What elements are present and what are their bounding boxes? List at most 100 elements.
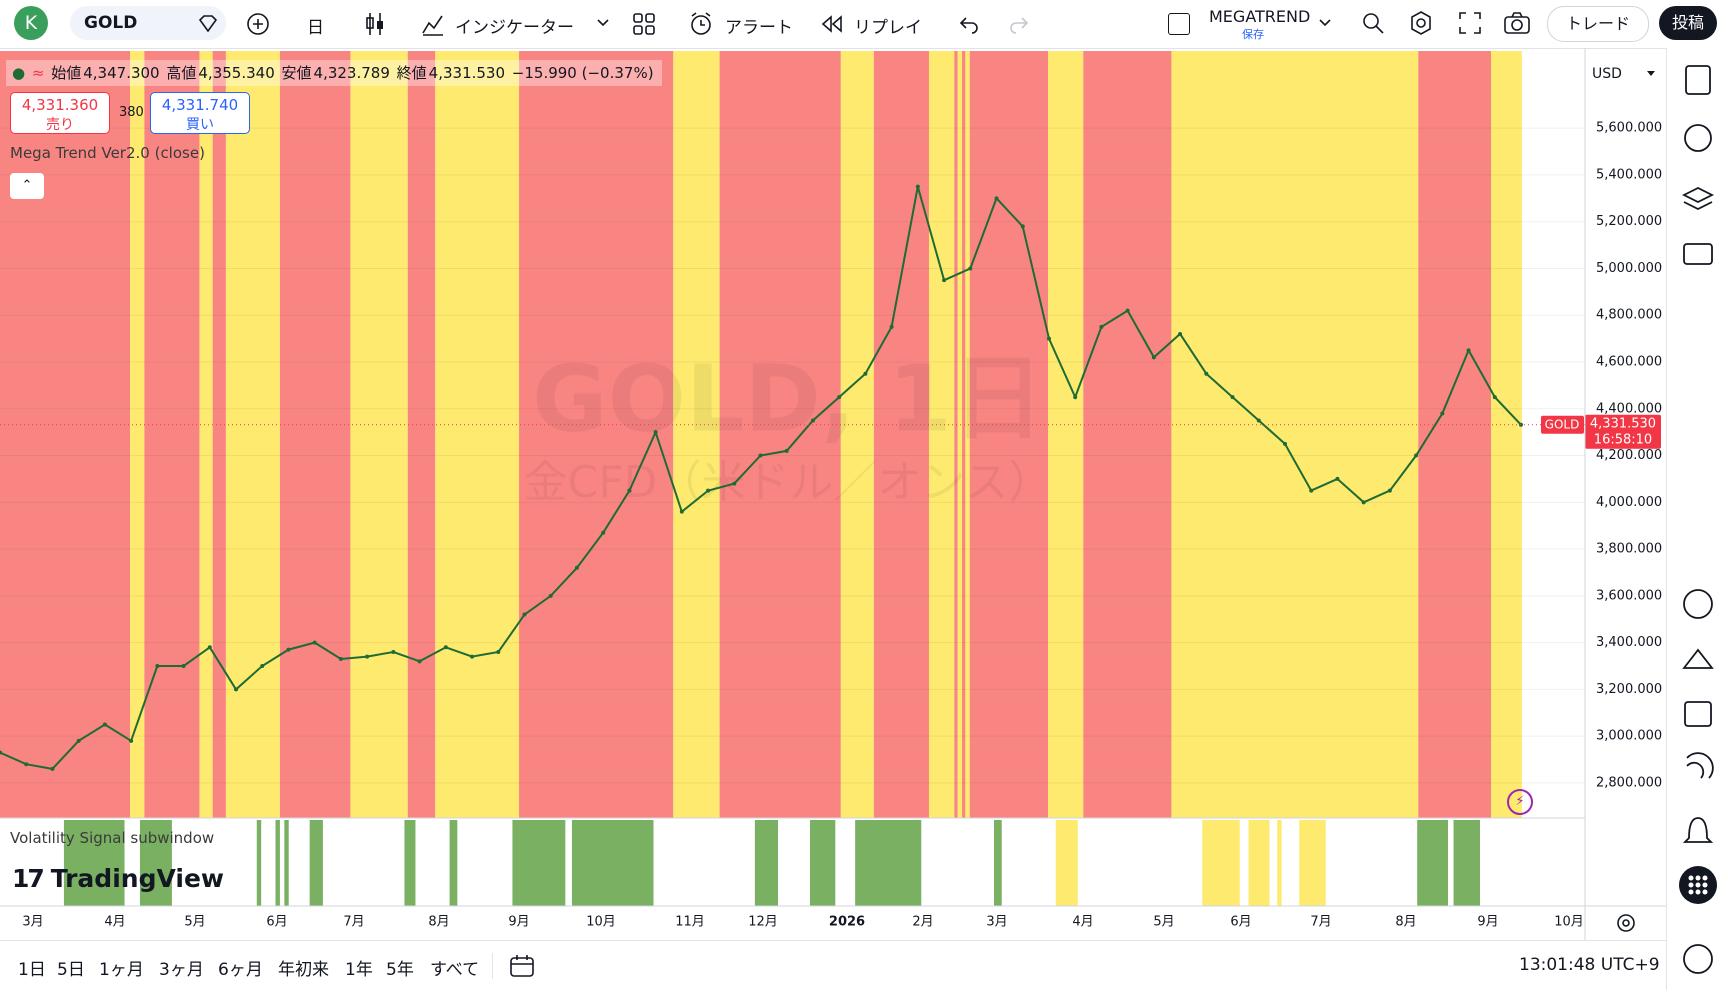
price-point [1256, 418, 1261, 423]
undo[interactable] [958, 14, 980, 34]
price-point [102, 722, 107, 727]
collapse-button[interactable]: ⌃ [10, 173, 44, 199]
price-point [1230, 395, 1235, 400]
x-tick-label: 7月 [343, 915, 364, 930]
indicator-title: Mega Trend Ver2.0 (close) [10, 144, 205, 162]
trend-band [1048, 51, 1084, 818]
price-point [1125, 308, 1130, 313]
trend-band [519, 51, 674, 818]
x-tick-label: 3月 [22, 915, 43, 930]
trend-band [965, 51, 970, 818]
currency-dropdown[interactable] [1646, 70, 1656, 78]
price-point [24, 762, 29, 767]
currency[interactable]: USD [1592, 66, 1622, 82]
alerts[interactable] [1684, 124, 1712, 152]
price-point [810, 418, 815, 423]
news[interactable] [1686, 752, 1714, 779]
symbol-tag [1541, 415, 1584, 434]
range-button[interactable]: 5日 [57, 960, 85, 980]
y-tick-label: 5,600.000 [1596, 121, 1662, 136]
range-button[interactable]: 1年 [345, 960, 373, 980]
minds[interactable] [1682, 648, 1714, 669]
price-point [417, 659, 422, 664]
clock[interactable]: 13:01:48 UTC+9 [1519, 955, 1660, 975]
layout-checkbox[interactable] [1168, 13, 1190, 35]
trend-band [719, 51, 841, 818]
indicators[interactable]: インジケーター [455, 18, 574, 38]
trend-band [130, 51, 145, 818]
open: 4,347.300 [83, 64, 160, 82]
redo[interactable] [1008, 14, 1030, 34]
settings[interactable] [1408, 10, 1434, 36]
price-point [470, 654, 475, 659]
calendar[interactable] [1684, 701, 1712, 727]
price-tag-value: 4,331.530 [1590, 416, 1656, 431]
price-point [784, 448, 789, 453]
gear-outer [1617, 914, 1635, 932]
range-button[interactable]: 5年 [386, 960, 414, 980]
layout-dropdown[interactable] [1318, 18, 1332, 28]
price-point [679, 509, 684, 514]
trend-band [957, 51, 963, 818]
symbol[interactable]: GOLD [84, 13, 138, 33]
fullscreen[interactable] [1458, 11, 1482, 35]
signal-bar [256, 820, 262, 906]
price-point [207, 645, 212, 650]
trend-band [350, 51, 408, 818]
signal-bar [1202, 820, 1240, 906]
range-button[interactable]: 1ヶ月 [99, 960, 144, 980]
range-button[interactable]: 1日 [18, 960, 46, 980]
trend-band [407, 51, 436, 818]
range-button[interactable]: 6ヶ月 [218, 960, 263, 980]
range-button[interactable]: すべて [430, 960, 480, 980]
date-range[interactable] [508, 953, 536, 979]
signal-bar [1299, 820, 1326, 906]
signal-bar [994, 820, 1002, 906]
object-tree[interactable] [1681, 186, 1715, 211]
symbol-search[interactable] [70, 6, 226, 40]
sell-button[interactable]: 4,331.360 売り [10, 92, 110, 134]
quick-search[interactable] [1360, 10, 1386, 36]
y-tick-label: 3,800.000 [1596, 542, 1662, 557]
price-point [1335, 476, 1340, 481]
layouts[interactable] [632, 12, 656, 36]
chart-type[interactable] [363, 10, 387, 38]
chats[interactable] [1683, 243, 1713, 265]
indicators-icon[interactable] [420, 11, 446, 37]
help[interactable] [1683, 944, 1713, 974]
price-point [155, 664, 160, 669]
trend-band [225, 51, 280, 818]
price-point [260, 664, 265, 669]
trade-button[interactable]: トレード [1547, 6, 1649, 42]
range-button[interactable]: 3ヶ月 [159, 960, 204, 980]
watchlist[interactable] [1685, 65, 1711, 95]
price-tag [1585, 414, 1661, 449]
time-axis-settings[interactable] [1617, 914, 1635, 932]
dropdown[interactable] [596, 18, 610, 28]
publish-button[interactable]: 投稿 [1659, 6, 1717, 40]
alert[interactable]: アラート [725, 18, 793, 38]
symbol-icon[interactable] [197, 14, 219, 34]
replay[interactable]: リプレイ [854, 18, 922, 38]
add-symbol[interactable] [245, 11, 271, 37]
lightning[interactable]: ⚡ [1507, 789, 1533, 815]
price-point [129, 738, 134, 743]
signal-bar [1453, 820, 1480, 906]
alert-icon[interactable] [688, 10, 716, 38]
ideas[interactable] [1683, 589, 1713, 619]
trend-band [199, 51, 213, 818]
notifications[interactable] [1682, 817, 1714, 843]
replay-icon[interactable] [820, 14, 844, 34]
snapshot[interactable] [1503, 11, 1531, 35]
trend-band [873, 51, 929, 818]
price-point [1414, 453, 1419, 458]
avatar[interactable]: K [14, 6, 48, 40]
price-point [1309, 488, 1314, 493]
price-point [391, 649, 396, 654]
range-button[interactable]: 年初来 [278, 960, 329, 980]
interval[interactable]: 日 [307, 18, 324, 38]
y-tick-label: 3,200.000 [1596, 682, 1662, 697]
layout-name[interactable]: MEGATREND [1209, 7, 1311, 26]
price-point [1046, 336, 1051, 341]
buy-button[interactable]: 4,331.740 買い [150, 92, 250, 134]
